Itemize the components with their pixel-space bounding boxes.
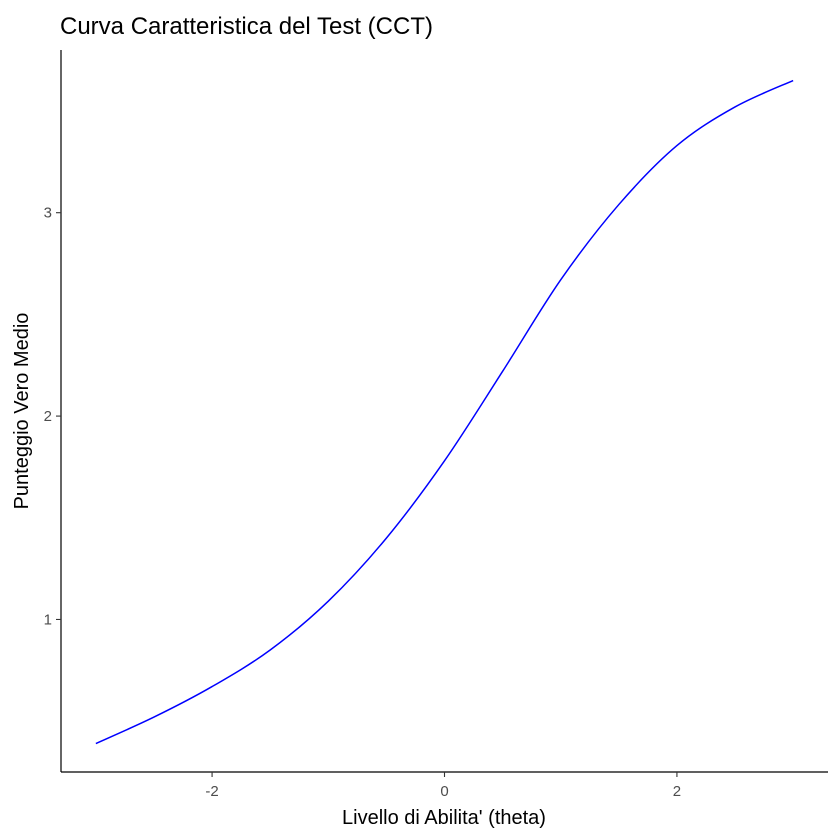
x-tick-label: 0 — [440, 783, 448, 800]
x-axis-label: Livello di Abilita' (theta) — [342, 807, 546, 829]
x-tick-label: -2 — [205, 783, 218, 800]
series-line-tcc — [95, 79, 794, 745]
y-tick-label: 3 — [44, 205, 52, 222]
chart-title: Curva Caratteristica del Test (CCT) — [60, 13, 433, 40]
x-tick-label: 2 — [673, 783, 681, 800]
y-axis-label: Punteggio Vero Medio — [11, 313, 33, 510]
x-axis-ticks: -2 0 2 — [205, 772, 681, 800]
y-tick-label: 1 — [44, 611, 52, 628]
y-tick-label: 2 — [44, 408, 52, 425]
y-axis-ticks: 1 2 3 — [44, 205, 61, 628]
